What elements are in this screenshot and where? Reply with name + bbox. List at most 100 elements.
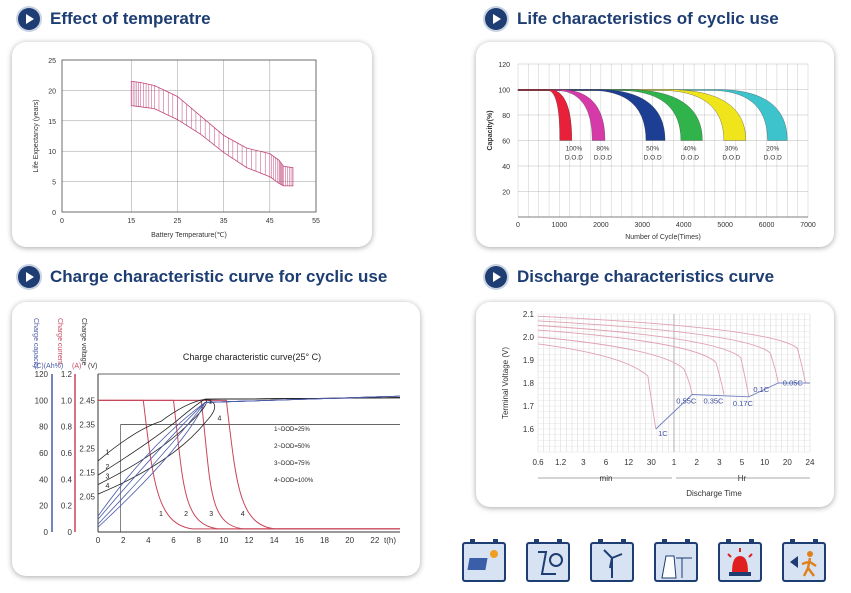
x-tick-label: 12 <box>245 536 254 545</box>
discharge-curve <box>537 315 806 384</box>
x-tick-label: 2000 <box>593 222 609 229</box>
y-tick-label: 100 <box>498 88 510 95</box>
x-tick-label: 2 <box>121 536 126 545</box>
temperature-chart: 0 15 25 35 45 55 0 5 10 15 20 25 Battery Temperature… <box>33 58 320 239</box>
discharge-title: Discharge characteristics curve <box>517 267 775 286</box>
x-tick-label: 2 <box>694 458 699 467</box>
y-tick-label: 1.7 <box>523 402 535 411</box>
dod-label: D.O.D <box>681 155 699 162</box>
wind-turbine-icon <box>590 539 634 582</box>
chart-title: Charge characteristic curve(25° C) <box>183 352 321 362</box>
y-tick-label: 20 <box>48 88 56 95</box>
x-axis-label: Battery Temperature(℃) <box>151 232 227 239</box>
discharge-curve <box>537 343 657 430</box>
y-tick-label: 0 <box>52 210 56 217</box>
life-curve <box>517 89 747 141</box>
x-tick-label: 6 <box>171 536 176 545</box>
plot-frame <box>61 59 317 213</box>
series-label: 0.55C <box>676 397 697 406</box>
voltage-tick-label: 2.15 <box>79 468 95 477</box>
life-curve <box>517 89 788 141</box>
voltage-curve-label: 1 <box>106 450 110 457</box>
discharge-curve <box>537 325 750 397</box>
telephone-icon <box>526 539 570 582</box>
series-label: 0.1C <box>753 385 769 394</box>
y-tick-label: 25 <box>48 58 56 65</box>
x-tick-label: 0 <box>60 218 64 225</box>
x-tick-label: 7000 <box>800 222 816 229</box>
y-axis-label: Capacity(%) <box>487 110 494 150</box>
voltage-curve-label: 3 <box>106 473 110 480</box>
discharge-curve <box>537 320 779 384</box>
voltage-tick-label: 2.05 <box>79 492 95 501</box>
current-curve-label: 2 <box>184 511 188 518</box>
discharge-curve <box>537 329 725 395</box>
legend-entry: 1~DOD=25% <box>274 427 310 433</box>
y-tick-label: 15 <box>48 119 56 126</box>
x-axis-label: Number of Cycle(Times) <box>625 234 701 241</box>
dod-percent-label: 40% <box>683 146 696 153</box>
x-tick-label: 20 <box>783 458 792 467</box>
x-tick-label: 0 <box>96 536 101 545</box>
discharge-chart: 1.61.71.81.92.02.10.6 1.2 3 6 12 30 1 2 3 5 10 20 24… <box>501 310 815 498</box>
discharge-curve <box>537 336 693 395</box>
current-curve-label: 1 <box>159 511 163 518</box>
voltage-curve <box>97 397 401 462</box>
capacity-tick-label: 120 <box>35 370 49 379</box>
y-tick-label: 10 <box>48 149 56 156</box>
voltage-curve-label: 4 <box>106 483 110 490</box>
y-axis-label: Life Expectancy (years) <box>33 99 40 172</box>
dod-label: D.O.D <box>764 155 782 162</box>
capacity-tick-label: 0 <box>44 528 49 537</box>
capacity-unit: (C)(Ah%) <box>34 363 63 370</box>
series-label: 1C <box>658 429 668 438</box>
voltage-curve <box>97 397 401 476</box>
temperature-title: Effect of temperatre <box>50 9 211 28</box>
x-tick-label: 4000 <box>676 222 692 229</box>
capacity-tick-label: 100 <box>35 396 49 405</box>
voltage-tick-label: 2.35 <box>79 420 95 429</box>
power-station-icon <box>654 539 698 582</box>
x-tick-label: 0 <box>516 222 520 229</box>
current-curve-label: 3 <box>209 511 213 518</box>
voltage-tick-label: 2.25 <box>79 444 95 453</box>
capacity-tick-label: 60 <box>39 449 48 458</box>
capacity-axis-title: Charge capacity <box>32 318 39 369</box>
capacity-tick-label: 20 <box>39 502 48 511</box>
dod-percent-label: 100% <box>566 146 583 153</box>
legend-entry: 4~DOD=100% <box>274 478 314 484</box>
legend-entry: 2~DOD=50% <box>274 444 310 450</box>
x-tick-label: 12 <box>624 458 633 467</box>
y-tick-label: 2.1 <box>523 310 535 319</box>
current-tick-label: 1.0 <box>61 396 73 405</box>
current-curve-label: 4 <box>241 511 245 518</box>
capacity-tick-label: 40 <box>39 475 48 484</box>
y-tick-label: 1.9 <box>523 356 535 365</box>
series-label: 0.17C <box>733 399 754 408</box>
y-tick-label: 1.6 <box>523 425 535 434</box>
dod-label: D.O.D <box>565 155 583 162</box>
x-tick-label: 15 <box>127 218 135 225</box>
dod-percent-label: 30% <box>725 146 738 153</box>
current-tick-label: 0 <box>68 528 73 537</box>
play-bullet-icon <box>18 266 40 288</box>
current-axis-title: Charge current <box>56 318 63 365</box>
x-tick-label: 45 <box>266 218 274 225</box>
voltage-tick-label: 2.45 <box>79 396 95 405</box>
capacity-curve <box>97 395 401 525</box>
y-tick-label: 60 <box>502 139 510 146</box>
voltage-curve <box>97 397 401 485</box>
current-curve <box>98 399 400 530</box>
current-tick-label: 0.6 <box>61 449 73 458</box>
current-curve <box>98 399 400 530</box>
discharge-panel: 1.6 1.7 1.8 1.9 2.0 2.1 0.6 1.2 3 6 12 30 1 2 3 5 10 20 24… <box>476 302 834 507</box>
y-tick-label: 5 <box>52 180 56 187</box>
current-curve <box>98 399 400 530</box>
x-tick-label: 55 <box>312 218 320 225</box>
x-tick-label: 18 <box>320 536 329 545</box>
x-tick-label: 3 <box>581 458 586 467</box>
x-axis-label: Discharge Time <box>686 489 742 498</box>
dod-percent-label: 20% <box>766 146 779 153</box>
x-tick-label: 35 <box>220 218 228 225</box>
x-tick-label: 10 <box>219 536 228 545</box>
